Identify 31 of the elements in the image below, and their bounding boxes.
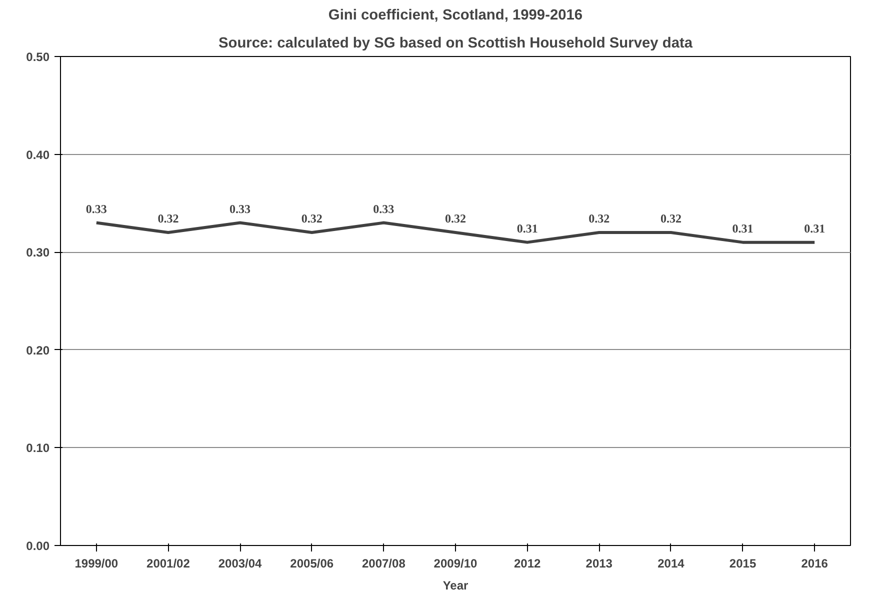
- data-label: 0.31: [516, 221, 538, 236]
- y-tick-label: 0.30: [26, 246, 50, 260]
- y-tick-label: 0.50: [26, 50, 50, 64]
- data-label: 0.31: [804, 221, 826, 236]
- x-tick-label: 2007/08: [362, 556, 406, 570]
- x-tick-label: 2005/06: [290, 556, 334, 570]
- x-tick-label: 2015: [729, 556, 756, 570]
- data-label: 0.31: [732, 221, 754, 236]
- x-tick-label: 2003/04: [218, 556, 262, 570]
- y-tick-label: 0.40: [26, 148, 50, 162]
- x-axis-title: Year: [442, 578, 469, 592]
- x-tick-label: 2001/02: [146, 556, 190, 570]
- x-tick-label: 2016: [801, 556, 828, 570]
- data-label: 0.33: [373, 202, 394, 216]
- data-label: 0.33: [86, 202, 107, 216]
- x-tick-label: 2013: [586, 556, 613, 570]
- x-tick-label: 2014: [658, 556, 685, 570]
- data-label: 0.32: [660, 212, 682, 226]
- data-label: 0.32: [588, 212, 610, 226]
- data-label: 0.32: [301, 212, 322, 226]
- y-tick-label: 0.00: [26, 539, 50, 553]
- x-tick-label: 2009/10: [434, 556, 478, 570]
- y-tick-label: 0.20: [26, 343, 50, 358]
- data-label: 0.32: [158, 212, 179, 226]
- chart-subtitle: Source: calculated by SG based on Scottish Household Survey data: [218, 36, 694, 52]
- y-tick-label: 0.10: [26, 441, 50, 456]
- x-tick-label: 1999/00: [74, 556, 118, 570]
- chart-title: Gini coefficient, Scotland, 1999-2016: [328, 8, 583, 24]
- x-tick-label: 2012: [514, 556, 541, 570]
- data-label: 0.32: [445, 212, 466, 226]
- data-label: 0.33: [230, 202, 251, 216]
